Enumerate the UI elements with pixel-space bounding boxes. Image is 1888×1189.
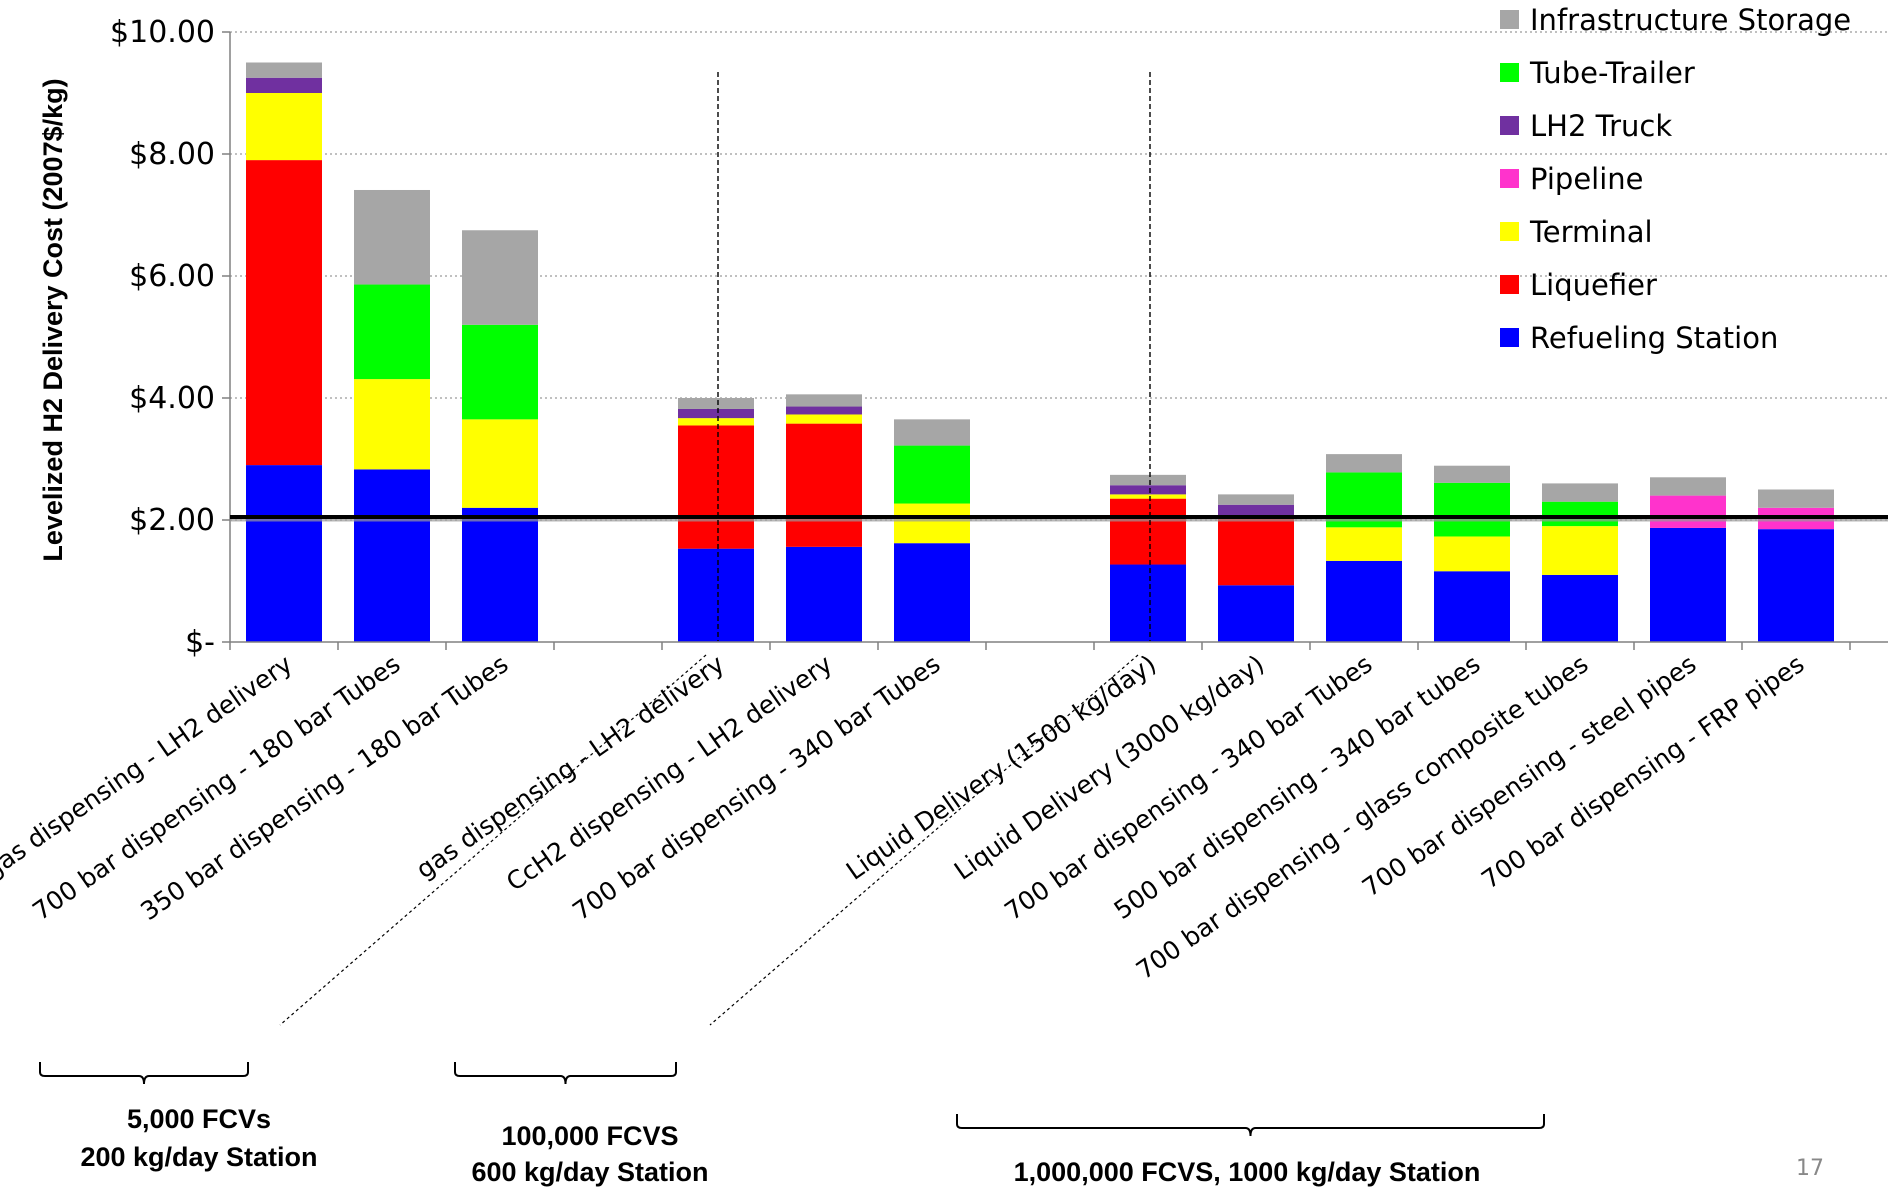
bar-segment: [786, 546, 862, 642]
bar-segment: [786, 414, 862, 424]
y-tick-label: $10.00: [110, 15, 215, 50]
bar-segment: [1542, 526, 1618, 575]
bar-segment: [1218, 494, 1294, 505]
bar-segment: [1434, 571, 1510, 642]
bar-segment: [354, 379, 430, 470]
legend-swatch: [1500, 10, 1519, 29]
bar-segment: [462, 419, 538, 508]
bar-segment: [1110, 564, 1186, 642]
group-bracket-2: [454, 1062, 677, 1085]
legend-swatch: [1500, 116, 1519, 135]
bar-segment: [1326, 527, 1402, 561]
page-number: 17: [1796, 1156, 1824, 1181]
y-tick-label: $6.00: [129, 259, 215, 294]
bar-segment: [1542, 574, 1618, 642]
legend: Infrastructure Storage Tube-Trailer LH2 Tr…: [1500, 3, 1851, 355]
y-tick-label: $8.00: [129, 137, 215, 172]
legend-swatch: [1500, 222, 1519, 241]
bar-segment: [246, 93, 322, 161]
bar-segment: [246, 77, 322, 93]
bar-segment: [786, 394, 862, 407]
bar-segment: [354, 469, 430, 642]
bar-segment: [1218, 585, 1294, 642]
bar-segment: [1650, 527, 1726, 642]
group-separator-diagonal: [709, 654, 1139, 1026]
bar-segment: [678, 425, 754, 549]
group-separators: [279, 72, 1151, 1026]
bar-segment: [678, 408, 754, 419]
bar-segment: [462, 230, 538, 325]
x-axis: [229, 641, 1888, 650]
bar-segment: [246, 62, 322, 78]
bar-segment: [894, 503, 970, 544]
bar-segment: [1326, 560, 1402, 642]
bar-segment: [354, 189, 430, 285]
group-separator-diagonal: [279, 654, 707, 1026]
bar-segment: [1758, 489, 1834, 508]
group-label-line1: 100,000 FCVS: [501, 1121, 678, 1151]
bar-segment: [1650, 495, 1726, 528]
bar-segment: [1434, 536, 1510, 572]
y-tick-label: $2.00: [129, 503, 215, 538]
group-label-line1: 5,000 FCVs: [127, 1104, 271, 1134]
bar-segment: [1434, 482, 1510, 537]
bar-segment: [1650, 477, 1726, 496]
bar-segment: [462, 324, 538, 420]
y-axis-title: Levelized H2 Delivery Cost (2007$/kg): [38, 78, 68, 561]
bar-segment: [1758, 529, 1834, 642]
bar-segment: [786, 406, 862, 415]
legend-swatch: [1500, 275, 1519, 294]
bar-segment: [1326, 454, 1402, 473]
bars: [230, 62, 1888, 642]
group-label-line1: 1,000,000 FCVS, 1000 kg/day Station: [1014, 1157, 1481, 1187]
group-brackets: 5,000 FCVs 200 kg/day Station 100,000 FCVS…: [39, 1062, 1545, 1187]
bar-segment: [894, 543, 970, 642]
legend-label: Infrastructure Storage: [1530, 3, 1851, 37]
bar-segment: [1110, 474, 1186, 486]
bar-segment: [1218, 504, 1294, 516]
bar-segment: [894, 419, 970, 446]
bar-segment: [678, 548, 754, 642]
legend-label: LH2 Truck: [1530, 109, 1672, 143]
bar-segment: [462, 507, 538, 642]
group-bracket-1: [39, 1062, 249, 1085]
bar-segment: [1110, 485, 1186, 495]
bar-segment: [786, 423, 862, 547]
y-axis-ticks: $- $2.00 $4.00 $6.00 $8.00 $10.00: [110, 15, 231, 660]
legend-label: Terminal: [1529, 215, 1653, 249]
bar-segment: [1434, 465, 1510, 483]
bar-segment: [1110, 494, 1186, 499]
legend-label: Pipeline: [1530, 162, 1644, 196]
bar-segment: [894, 445, 970, 504]
y-tick-label: $4.00: [129, 381, 215, 416]
legend-swatch: [1500, 169, 1519, 188]
legend-swatch: [1500, 63, 1519, 82]
group-label-line2: 600 kg/day Station: [471, 1157, 708, 1187]
group-label-line2: 200 kg/day Station: [80, 1142, 317, 1172]
bar-segment: [246, 160, 322, 466]
legend-label: Tube-Trailer: [1529, 56, 1695, 90]
bar-segment: [1218, 515, 1294, 586]
legend-label: Liquefier: [1530, 268, 1657, 302]
y-tick-label: $-: [185, 625, 215, 660]
bar-segment: [1110, 498, 1186, 565]
bar-segment: [678, 418, 754, 426]
bar-segment: [1542, 501, 1618, 527]
legend-swatch: [1500, 328, 1519, 347]
bar-segment: [678, 398, 754, 409]
bar-segment: [354, 284, 430, 380]
group-bracket-3: [956, 1114, 1545, 1137]
bar-segment: [246, 465, 322, 642]
legend-label: Refueling Station: [1530, 321, 1778, 355]
bar-segment: [1542, 483, 1618, 502]
